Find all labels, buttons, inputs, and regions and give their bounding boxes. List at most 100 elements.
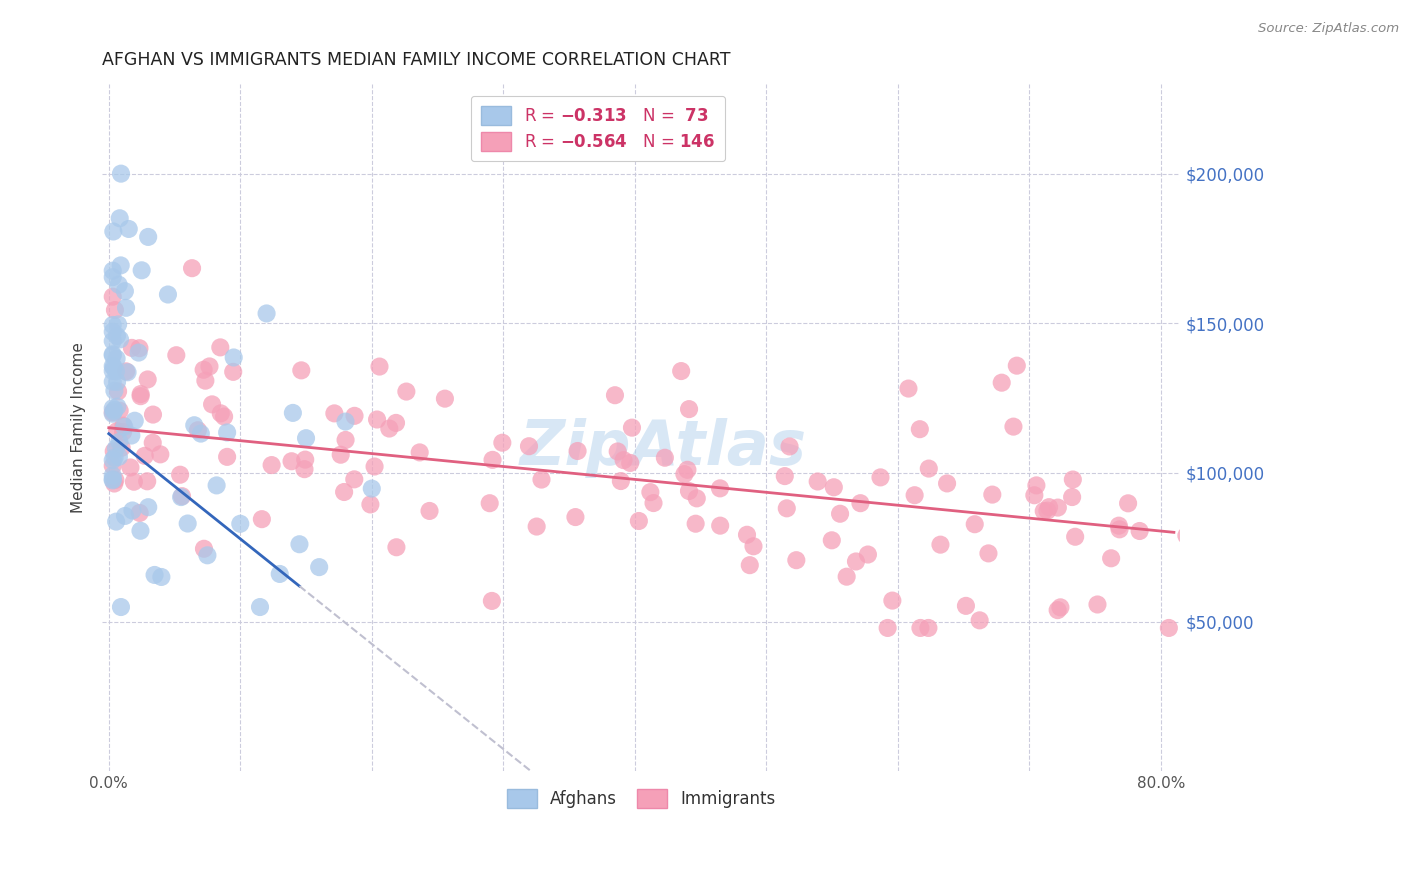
Point [104,442,127,456]
Point [103,404,125,418]
Point [112,418,135,433]
Point [785,553,807,567]
Point [212,409,235,424]
Point [107,277,129,292]
Point [120,428,142,442]
Point [101,407,124,421]
Point [256,306,278,320]
Point [156,287,179,301]
Point [738,558,761,573]
Point [201,397,224,411]
Y-axis label: Median Family Income: Median Family Income [72,343,86,513]
Point [103,403,125,417]
Point [1087,598,1109,612]
Point [517,439,540,453]
Point [101,474,124,488]
Point [673,467,696,482]
Point [1046,603,1069,617]
Point [676,463,699,477]
Point [103,384,125,398]
Point [910,621,932,635]
Point [101,468,124,483]
Point [176,516,198,531]
Point [290,363,312,377]
Point [103,360,125,375]
Point [669,364,692,378]
Point [124,414,146,428]
Point [150,570,173,584]
Point [990,376,1012,390]
Point [333,485,356,500]
Point [360,482,382,496]
Point [908,422,931,436]
Point [121,503,143,517]
Point [1024,488,1046,502]
Point [845,554,868,568]
Point [1038,500,1060,515]
Point [385,541,408,555]
Point [773,469,796,483]
Point [363,459,385,474]
Point [108,434,131,449]
Point [170,489,193,503]
Point [110,600,132,615]
Point [122,475,145,489]
Text: Source: ZipAtlas.com: Source: ZipAtlas.com [1258,22,1399,36]
Point [685,516,707,531]
Point [1062,473,1084,487]
Point [977,546,1000,560]
Point [776,501,799,516]
Point [101,325,124,339]
Point [187,423,209,437]
Point [101,270,124,285]
Point [110,167,132,181]
Point [193,541,215,556]
Point [136,372,159,386]
Point [408,445,430,459]
Point [1005,359,1028,373]
Point [105,375,128,389]
Point [955,599,977,613]
Point [205,478,228,492]
Point [686,491,709,506]
Point [101,405,124,419]
Point [115,364,138,378]
Point [108,332,131,346]
Point [170,490,193,504]
Point [105,424,128,438]
Point [329,448,352,462]
Point [112,425,135,439]
Point [108,211,131,226]
Point [260,458,283,472]
Point [620,420,643,434]
Point [929,538,952,552]
Text: ZipAtlas: ZipAtlas [519,418,807,478]
Point [198,359,221,374]
Point [149,447,172,461]
Point [115,301,138,315]
Point [101,401,124,416]
Point [835,570,858,584]
Point [1002,419,1025,434]
Point [183,418,205,433]
Point [136,230,159,244]
Point [108,403,131,417]
Point [963,517,986,532]
Point [118,222,141,236]
Point [103,476,125,491]
Point [136,500,159,515]
Point [193,363,215,377]
Point [101,334,124,348]
Point [564,510,586,524]
Point [433,392,456,406]
Point [101,472,124,486]
Point [418,504,440,518]
Point [821,533,844,548]
Point [107,318,129,332]
Point [735,528,758,542]
Point [1036,503,1059,517]
Point [101,375,124,389]
Point [742,539,765,553]
Point [849,496,872,510]
Point [209,340,232,354]
